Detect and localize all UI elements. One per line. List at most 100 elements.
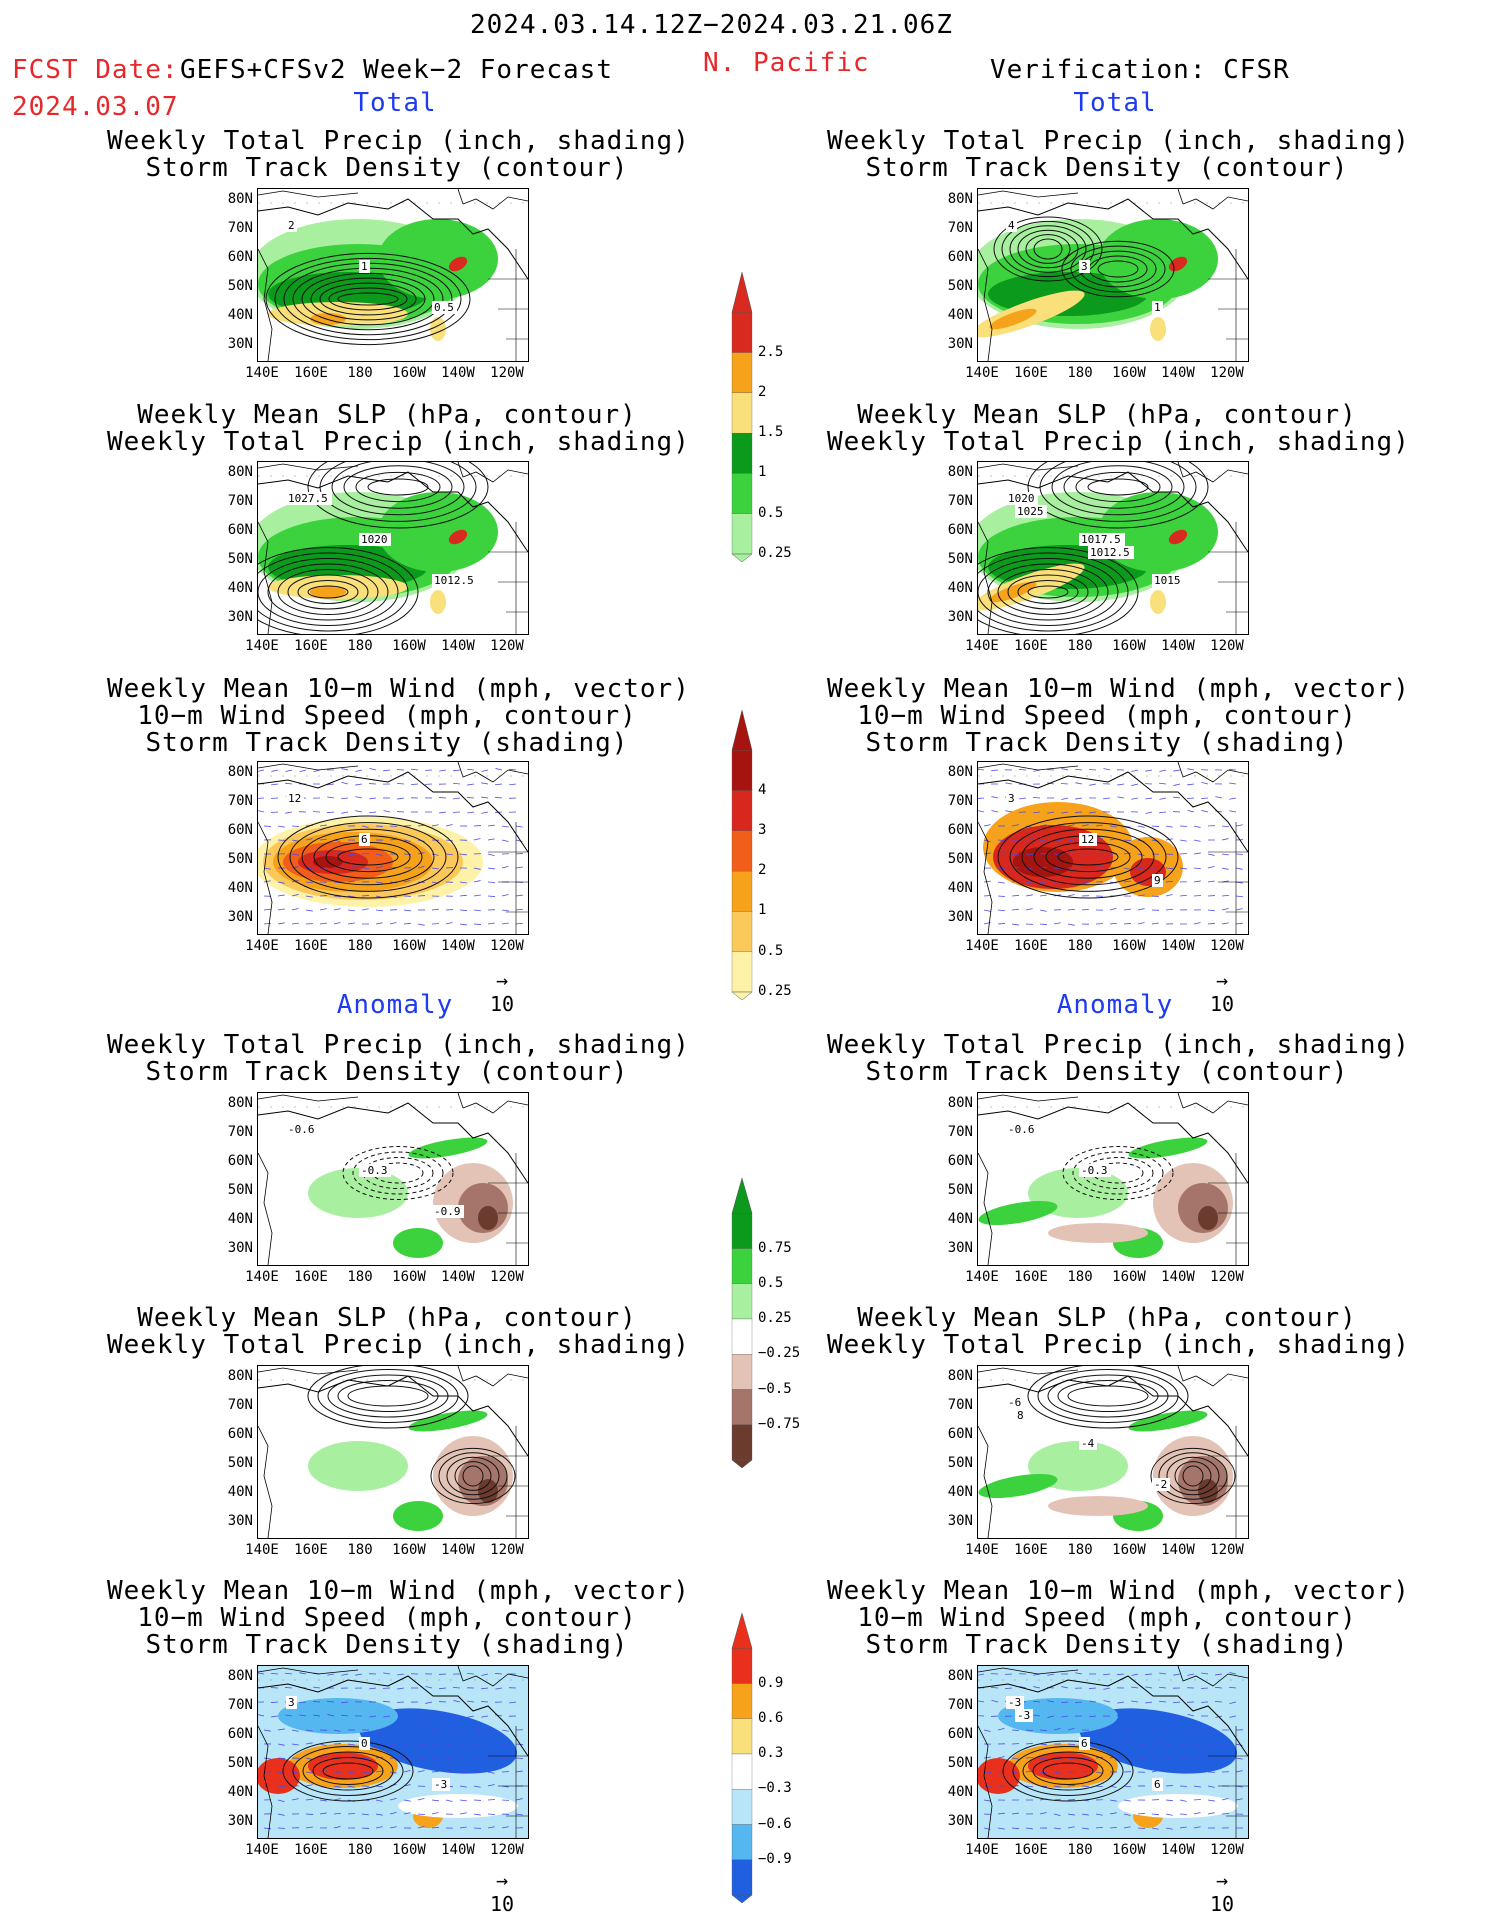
lat-tick-label: 60N (947, 522, 973, 538)
wind-vector (1081, 908, 1089, 911)
wind-vector (1215, 810, 1223, 813)
colorbar-segment (731, 911, 753, 952)
colorbar-segment (731, 1389, 753, 1425)
wind-vector (997, 852, 1005, 855)
coastline-arctic (978, 1093, 1248, 1114)
wind-vector (1179, 1770, 1187, 1773)
title-obs-wind-anom: Weekly Mean 10−m Wind (mph, vector) 10−m… (827, 1576, 1410, 1660)
wind-vector (271, 783, 279, 786)
contour-label: -3 (1008, 1696, 1021, 1709)
slp-contour (367, 478, 429, 496)
wind-vector (369, 811, 377, 814)
wind-vector (431, 824, 439, 827)
wind-vector (1061, 768, 1069, 771)
coastline (978, 771, 1248, 853)
wind-vector (361, 1813, 369, 1816)
wind-vector (1235, 908, 1243, 911)
wind-vector (1053, 1728, 1061, 1731)
lat-tick-label: 40N (947, 880, 973, 896)
wind-vector (375, 853, 383, 856)
lon-tick-label: 120W (490, 638, 524, 654)
wind-vector (1179, 1799, 1187, 1802)
wind-vector (333, 1826, 341, 1829)
wind-vector (383, 1700, 391, 1703)
wind-vector (1131, 1700, 1139, 1703)
wind-vector (515, 825, 523, 828)
wind-vector (1151, 1742, 1159, 1745)
coastline (258, 1375, 528, 1457)
wind-vector (1145, 769, 1153, 772)
lat-tick-label: 70N (227, 493, 253, 509)
track-anom-white (1118, 1794, 1238, 1818)
wind-vector (1179, 1826, 1187, 1829)
lon-tick-label: 180 (347, 1842, 373, 1858)
lat-tick-label: 40N (227, 307, 253, 323)
lon-tick-label: 120W (1210, 938, 1244, 954)
storm-track-anom-contour (1072, 1151, 1164, 1195)
lon-tick-label: 140E (965, 365, 999, 381)
wind-vector (445, 853, 453, 856)
wind-vector (1081, 824, 1089, 827)
wind-vector (1039, 824, 1047, 827)
wind-vector (277, 1757, 285, 1759)
wind-vector (983, 1799, 991, 1802)
wind-vector (1207, 922, 1215, 925)
wind-vector (1067, 880, 1075, 883)
lon-tick-label: 160E (294, 1269, 328, 1285)
lon-tick-label: 160W (1112, 1542, 1146, 1558)
colorbar-label: 1 (758, 902, 767, 919)
wind-vector (501, 909, 509, 912)
storm-track-contour (310, 277, 426, 321)
wind-vector (1095, 824, 1103, 827)
contour-label-bg (1006, 1396, 1024, 1409)
map-fcst-slp-anom (257, 1365, 529, 1539)
wind-vector (467, 1700, 475, 1703)
wind-vector (1145, 1701, 1153, 1704)
wind-vector (333, 908, 341, 911)
wind-vector (1137, 1728, 1145, 1731)
coastline-arctic (258, 1666, 528, 1687)
wind-vector (501, 1826, 509, 1829)
wind-vector (1109, 1812, 1117, 1815)
lon-tick-label: 180 (1067, 938, 1093, 954)
contour-label: 9 (1154, 874, 1161, 887)
colorbar-cap-bottom (731, 1894, 753, 1904)
wind-vector (1095, 838, 1103, 841)
wind-vector (983, 824, 991, 827)
colorbar-cap-bottom (731, 991, 753, 1001)
slp-contour (331, 462, 465, 516)
wind-vector (258, 769, 265, 772)
wind-vector (375, 1770, 383, 1773)
precip-shade-red (448, 529, 468, 545)
coastline (258, 471, 528, 553)
contour-label-bg (1152, 1778, 1163, 1791)
wind-speed-anom-contour (312, 1757, 384, 1785)
storm-track-contour (1009, 225, 1087, 273)
wind-vector (487, 824, 495, 827)
wind-vector (997, 923, 1005, 925)
precip-shade-red (1168, 529, 1188, 545)
wind-vector (1137, 908, 1145, 911)
wind-vector (299, 1714, 307, 1717)
wind-vector (997, 1827, 1005, 1830)
colorbar-segment (731, 790, 753, 832)
wind-vector (1131, 797, 1139, 800)
colorbar-segment (731, 473, 753, 514)
wind-vector (263, 880, 271, 883)
wind-vector (1151, 1756, 1159, 1759)
wind-vector (313, 1701, 321, 1703)
track-anom-red-2 (978, 1758, 1020, 1794)
wind-vector (1067, 923, 1075, 926)
wind-vector (467, 811, 475, 814)
wind-vector (473, 867, 481, 870)
precip-shade-orange (989, 308, 1037, 330)
wind-vector (1179, 867, 1187, 870)
slp-anom-contour (1067, 1385, 1149, 1407)
lon-tick-label: 160W (1112, 938, 1146, 954)
wind-vector (1067, 824, 1075, 827)
wind-vector (277, 1799, 285, 1803)
map-obs-precip-total: 4 3 1 (977, 188, 1249, 362)
map-obs-slp-total: 1020 1017.5 1015 1025 1012.5 (977, 461, 1249, 635)
lat-tick-label: 80N (227, 464, 253, 480)
wind-vector (1075, 811, 1083, 813)
